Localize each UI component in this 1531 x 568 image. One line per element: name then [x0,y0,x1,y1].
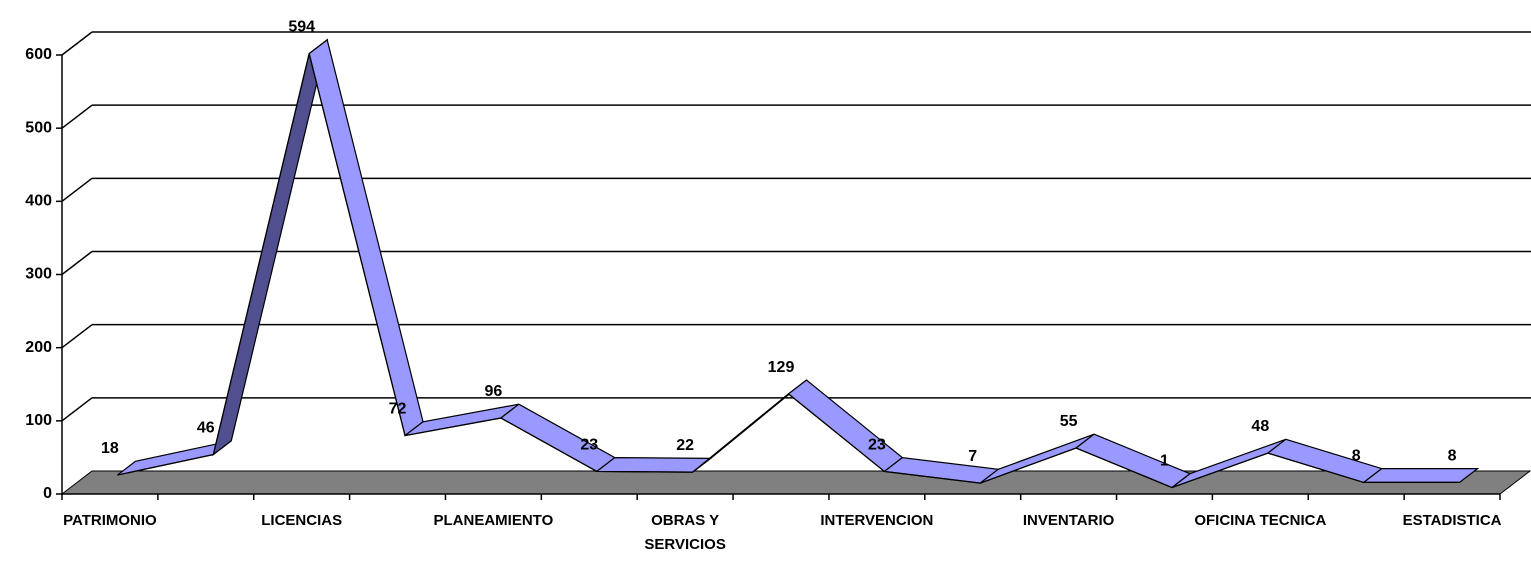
data-label: 22 [676,437,694,454]
data-label: 72 [389,401,407,418]
data-label: 96 [485,383,503,400]
x-tick-label: LICENCIAS [261,512,343,529]
data-label: 7 [968,448,977,465]
ribbon-face [308,38,424,437]
y-tick-label: 0 [43,485,52,502]
y-tick-label: 400 [25,193,52,210]
ribbon-face [595,457,713,473]
grid-line-diagonal [61,104,93,129]
data-label: 8 [1448,447,1457,464]
grid-line-diagonal [61,250,93,276]
x-tick-label: OFICINA TECNICA [1194,512,1327,529]
y-tick-label: 600 [25,46,52,63]
ribbon-face [212,38,329,457]
x-tick-label: PLANEAMIENTO [433,512,554,529]
data-label: 129 [768,359,795,376]
data-label: 18 [101,440,119,457]
data-label: 23 [868,436,886,453]
ribbon-face [1361,467,1480,483]
data-label: 594 [288,19,315,36]
line [117,53,1460,489]
ribbon-face [117,440,232,476]
x-tick-label: INVENTARIO [1022,512,1115,529]
x-tick-label: OBRAS Y SERVICIOS [644,512,726,553]
data-label: 46 [197,420,215,437]
x-tick-label: INTERVENCION [820,512,934,529]
x-tick-label: ESTADISTICA [1402,512,1502,529]
data-label: 55 [1060,413,1078,430]
grid-line-diagonal [61,324,93,349]
data-label: 48 [1251,418,1269,435]
floor [60,470,1531,495]
data-label: 1 [1160,452,1169,469]
grid-line-diagonal [61,177,93,202]
ribbon-face [787,379,904,473]
data-label: 8 [1352,447,1361,464]
data-label: 23 [580,436,598,453]
grid-line-diagonal [61,397,93,422]
grid-line-diagonal [61,31,93,56]
x-tick-label: PATRIMONIO [63,512,157,529]
y-tick-label: 500 [25,119,52,136]
y-tick-label: 100 [25,412,52,429]
y-tick-label: 200 [25,339,52,356]
y-tick-label: 300 [25,266,52,283]
